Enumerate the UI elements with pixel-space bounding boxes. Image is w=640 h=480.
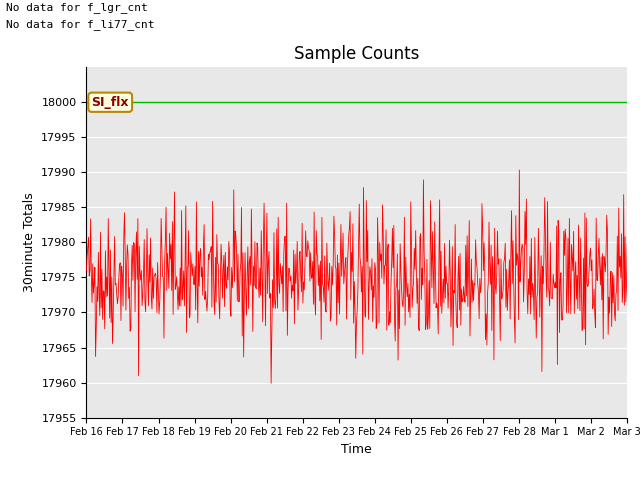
Text: No data for f_lgr_cnt: No data for f_lgr_cnt (6, 2, 148, 13)
Title: Sample Counts: Sample Counts (294, 45, 419, 63)
Text: No data for f_li77_cnt: No data for f_li77_cnt (6, 19, 155, 30)
X-axis label: Time: Time (341, 443, 372, 456)
Text: SI_flx: SI_flx (92, 96, 129, 109)
Y-axis label: 30minute Totals: 30minute Totals (23, 192, 36, 292)
